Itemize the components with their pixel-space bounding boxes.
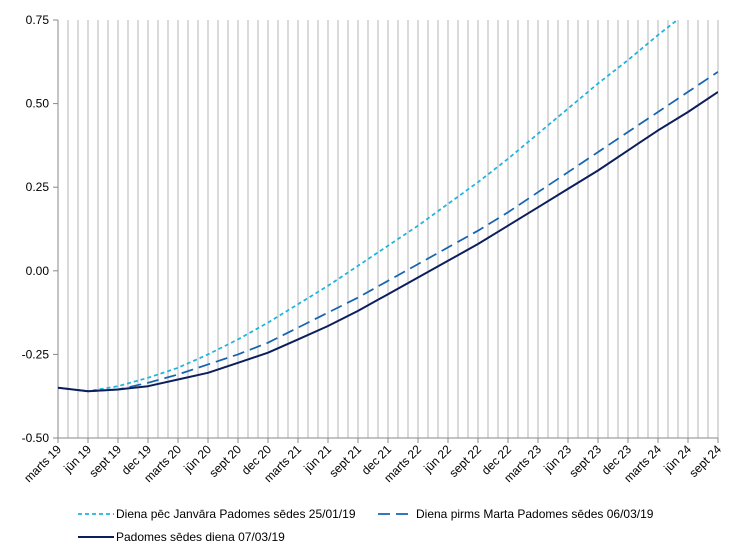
x-tick-label: sept 24 xyxy=(686,442,724,480)
y-tick-label: -0.25 xyxy=(22,347,50,361)
legend-label-1: Diena pēc Janvāra Padomes sēdes 25/01/19 xyxy=(116,507,356,521)
x-tick-label: sept 19 xyxy=(86,442,124,480)
y-tick-label: 0.50 xyxy=(26,97,50,111)
y-tick-label: 0.75 xyxy=(26,13,50,27)
y-tick-label: -0.50 xyxy=(22,431,50,445)
x-tick-label: sept 21 xyxy=(326,442,364,480)
y-tick-label: 0.25 xyxy=(26,180,50,194)
legend-label-2: Diena pirms Marta Padomes sēdes 06/03/19 xyxy=(416,507,654,521)
series-line-2 xyxy=(58,71,718,393)
x-tick-label: sept 22 xyxy=(446,442,484,480)
legend: Diena pēc Janvāra Padomes sēdes 25/01/19… xyxy=(78,507,654,544)
x-tick-label: sept 23 xyxy=(566,442,604,480)
x-tick-label: sept 20 xyxy=(206,442,244,480)
x-tick-label: marts 19 xyxy=(21,442,64,485)
legend-label-3: Padomes sēdes diena 07/03/19 xyxy=(116,530,285,544)
grid-layer xyxy=(57,20,719,438)
series-layer xyxy=(58,20,718,393)
y-tick-label: 0.00 xyxy=(26,264,50,278)
series-line-3 xyxy=(58,91,718,393)
series-line-1 xyxy=(58,20,679,393)
